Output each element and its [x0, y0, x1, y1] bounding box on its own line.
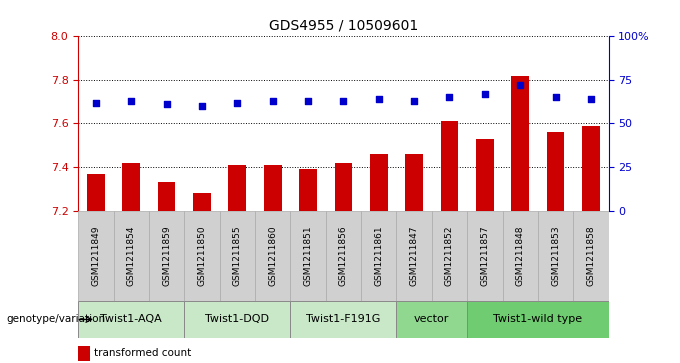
Point — [232, 99, 243, 105]
Text: GSM1211847: GSM1211847 — [409, 226, 419, 286]
Bar — [326, 211, 361, 301]
Bar — [441, 121, 458, 211]
Bar — [184, 211, 220, 301]
Bar — [538, 211, 573, 301]
Bar — [503, 211, 538, 301]
Text: GSM1211852: GSM1211852 — [445, 226, 454, 286]
Bar — [511, 76, 529, 211]
Bar — [193, 193, 211, 211]
Text: GSM1211851: GSM1211851 — [303, 225, 313, 286]
Bar — [335, 163, 352, 211]
Bar — [228, 165, 246, 211]
Bar — [547, 132, 564, 211]
Text: Twist1-F191G: Twist1-F191G — [306, 314, 381, 325]
Point — [373, 96, 384, 102]
Point — [303, 98, 313, 104]
Bar — [290, 211, 326, 301]
Text: Twist1-wild type: Twist1-wild type — [493, 314, 583, 325]
Bar — [476, 139, 494, 211]
Bar — [361, 211, 396, 301]
Bar — [299, 169, 317, 211]
Text: GSM1211850: GSM1211850 — [197, 225, 207, 286]
Point — [444, 94, 455, 100]
Point — [585, 96, 596, 102]
Point — [338, 98, 349, 104]
Text: vector: vector — [414, 314, 449, 325]
Bar — [255, 211, 290, 301]
Text: GSM1211857: GSM1211857 — [480, 225, 490, 286]
Bar — [396, 301, 467, 338]
Text: transformed count: transformed count — [94, 348, 191, 358]
Point — [479, 91, 490, 97]
Point — [161, 101, 172, 107]
Text: GSM1211860: GSM1211860 — [268, 225, 277, 286]
Bar — [87, 174, 105, 211]
Point — [126, 98, 137, 104]
Bar — [158, 182, 175, 211]
Text: GSM1211854: GSM1211854 — [126, 226, 136, 286]
Text: GSM1211861: GSM1211861 — [374, 225, 384, 286]
Bar — [405, 154, 423, 211]
Text: GSM1211859: GSM1211859 — [162, 225, 171, 286]
Bar — [290, 301, 396, 338]
Text: GSM1211856: GSM1211856 — [339, 225, 348, 286]
Bar — [396, 211, 432, 301]
Point — [90, 99, 101, 105]
Point — [267, 98, 278, 104]
Text: GSM1211849: GSM1211849 — [91, 226, 101, 286]
Text: genotype/variation: genotype/variation — [7, 314, 106, 325]
Point — [197, 103, 207, 109]
Bar — [78, 211, 114, 301]
Bar — [184, 301, 290, 338]
Bar — [467, 301, 609, 338]
Bar — [114, 211, 149, 301]
Point — [515, 82, 526, 88]
Title: GDS4955 / 10509601: GDS4955 / 10509601 — [269, 19, 418, 32]
Bar — [582, 126, 600, 211]
Bar — [264, 165, 282, 211]
Bar — [78, 346, 90, 361]
Point — [409, 98, 420, 104]
Text: GSM1211858: GSM1211858 — [586, 225, 596, 286]
Bar — [149, 211, 184, 301]
Text: GSM1211855: GSM1211855 — [233, 225, 242, 286]
Text: Twist1-AQA: Twist1-AQA — [101, 314, 162, 325]
Text: Twist1-DQD: Twist1-DQD — [205, 314, 269, 325]
Bar — [220, 211, 255, 301]
Bar — [78, 301, 184, 338]
Text: GSM1211853: GSM1211853 — [551, 225, 560, 286]
Bar — [370, 154, 388, 211]
Bar — [122, 163, 140, 211]
Text: GSM1211848: GSM1211848 — [515, 226, 525, 286]
Point — [550, 94, 561, 100]
Bar — [467, 211, 503, 301]
Bar — [573, 211, 609, 301]
Bar — [432, 211, 467, 301]
